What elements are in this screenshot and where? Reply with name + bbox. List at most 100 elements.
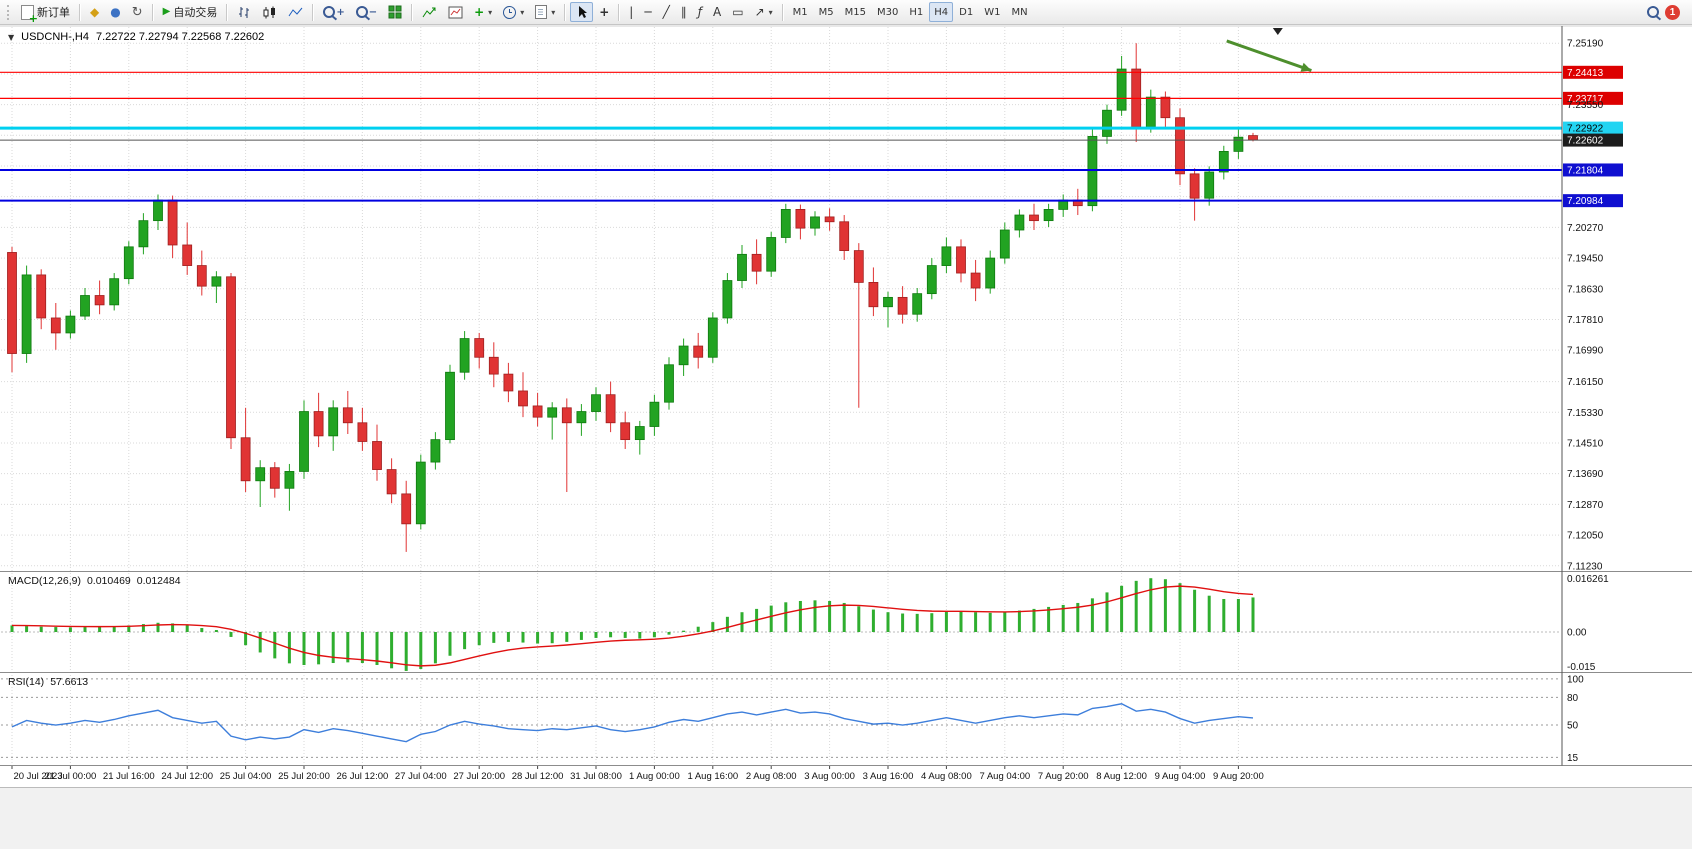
horizontal-line-button[interactable]: ─ xyxy=(639,2,656,22)
navigator-button[interactable]: ● xyxy=(105,2,125,22)
svg-text:21 Jul 00:00: 21 Jul 00:00 xyxy=(45,771,97,782)
svg-text:80: 80 xyxy=(1567,693,1579,704)
svg-text:1 Aug 16:00: 1 Aug 16:00 xyxy=(687,771,738,782)
tf-m15-button[interactable]: M15 xyxy=(840,2,871,22)
channel-icon: ∥ xyxy=(680,5,687,19)
toolbar-separator xyxy=(564,3,567,21)
indicators-icon xyxy=(422,7,436,18)
zoom-out-icon xyxy=(355,6,368,18)
tf-m1-button[interactable]: M1 xyxy=(788,2,813,22)
tf-m30-button[interactable]: M30 xyxy=(872,2,903,22)
svg-text:25 Jul 04:00: 25 Jul 04:00 xyxy=(220,771,272,782)
bar-chart-icon xyxy=(239,6,250,18)
add-indicator-button[interactable]: + ▾ xyxy=(469,2,497,22)
new-order-button[interactable]: 新订单 xyxy=(16,2,75,25)
svg-text:7.19450: 7.19450 xyxy=(1567,254,1604,265)
market-watch-button[interactable]: ◆ xyxy=(85,2,104,22)
zoom-in-icon xyxy=(323,6,336,18)
tf-h1-button[interactable]: H1 xyxy=(904,2,928,22)
notification-badge[interactable]: 1 xyxy=(1665,4,1680,20)
indicators-button[interactable] xyxy=(417,2,442,22)
tile-windows-button[interactable] xyxy=(383,2,407,22)
tf-w1-button[interactable]: W1 xyxy=(979,2,1005,22)
toolbar-separator xyxy=(781,3,784,21)
new-order-icon xyxy=(21,4,38,25)
cursor-icon xyxy=(579,6,588,18)
crosshair-icon: + xyxy=(599,5,610,19)
svg-text:24 Jul 12:00: 24 Jul 12:00 xyxy=(161,771,213,782)
macd-signal-line xyxy=(11,585,1254,667)
cursor-button[interactable] xyxy=(570,2,594,22)
tf-h4-button[interactable]: H4 xyxy=(929,2,954,22)
price-box xyxy=(1563,163,1623,177)
templates-button[interactable]: ▾ xyxy=(530,2,560,22)
svg-text:100: 100 xyxy=(1567,674,1584,685)
svg-text:7.13690: 7.13690 xyxy=(1567,469,1604,480)
svg-text:31 Jul 08:00: 31 Jul 08:00 xyxy=(570,771,622,782)
svg-text:7.11230: 7.11230 xyxy=(1567,561,1603,572)
collapse-icon[interactable]: ▼ xyxy=(8,32,15,42)
svg-text:2 Aug 08:00: 2 Aug 08:00 xyxy=(746,771,797,782)
text-label-button[interactable]: ▭ xyxy=(727,2,748,22)
template-icon xyxy=(535,5,548,19)
clock-icon xyxy=(503,5,517,19)
svg-text:7.14510: 7.14510 xyxy=(1567,438,1604,449)
price-box xyxy=(1563,65,1623,79)
rsi-line xyxy=(11,703,1254,743)
navigator-icon: ● xyxy=(110,5,121,19)
tf-d1-button[interactable]: D1 xyxy=(954,2,978,22)
svg-text:26 Jul 12:00: 26 Jul 12:00 xyxy=(337,771,389,782)
zoom-in-button[interactable]: + xyxy=(318,2,349,22)
arrows-button[interactable]: ↗ ▾ xyxy=(750,2,778,22)
svg-text:-0.015: -0.015 xyxy=(1567,662,1596,673)
refresh-button[interactable]: ↻ xyxy=(127,2,148,22)
fibonacci-button[interactable]: ƒ xyxy=(693,2,707,22)
crosshair-button[interactable]: + xyxy=(594,2,614,22)
chart-window-button[interactable] xyxy=(443,2,468,22)
tf-mn-button[interactable]: MN xyxy=(1006,2,1032,22)
refresh-icon: ↻ xyxy=(131,4,143,20)
plus-sign: + xyxy=(336,6,345,18)
minus-sign: − xyxy=(368,6,378,18)
text-button[interactable]: A xyxy=(708,2,726,22)
bar-chart-button[interactable] xyxy=(232,2,256,22)
chart-shift-marker[interactable] xyxy=(1272,28,1283,35)
svg-text:27 Jul 20:00: 27 Jul 20:00 xyxy=(453,771,505,782)
toolbar-separator xyxy=(151,3,154,21)
svg-text:21 Jul 16:00: 21 Jul 16:00 xyxy=(103,771,155,782)
rsi-value: 57.6613 xyxy=(50,676,89,688)
svg-text:7.20270: 7.20270 xyxy=(1567,223,1604,234)
tf-m5-button[interactable]: M5 xyxy=(814,2,839,22)
macd-value-signal: 0.012484 xyxy=(136,575,181,587)
periods-button[interactable]: ▾ xyxy=(498,2,529,22)
svg-text:7.21804: 7.21804 xyxy=(1567,165,1604,176)
line-chart-button[interactable] xyxy=(283,2,308,22)
fibonacci-icon: ƒ xyxy=(697,5,703,19)
toolbar-grip[interactable] xyxy=(7,4,12,20)
candlestick-chart-button[interactable] xyxy=(257,2,282,22)
toolbar-separator xyxy=(312,3,315,21)
svg-text:7.15330: 7.15330 xyxy=(1567,408,1604,419)
trendline-button[interactable]: ╱ xyxy=(658,2,675,22)
svg-text:9 Aug 04:00: 9 Aug 04:00 xyxy=(1155,771,1206,782)
toolbar-separator xyxy=(618,3,621,21)
svg-text:25 Jul 20:00: 25 Jul 20:00 xyxy=(278,771,330,782)
chevron-down-icon: ▾ xyxy=(768,7,773,17)
toolbar: 新订单 ◆ ● ↻ ▶ 自动交易 + xyxy=(0,0,1692,25)
svg-text:50: 50 xyxy=(1567,721,1579,732)
svg-text:7.20984: 7.20984 xyxy=(1567,196,1604,207)
macd-histogram xyxy=(10,578,1255,671)
tile-windows-icon xyxy=(388,5,402,19)
autotrading-button[interactable]: ▶ 自动交易 xyxy=(158,2,223,22)
zoom-out-button[interactable]: − xyxy=(351,2,382,22)
horizontal-line-icon: ─ xyxy=(644,5,652,19)
price-box xyxy=(1563,133,1623,147)
equidistant-channel-button[interactable]: ∥ xyxy=(676,2,692,22)
vertical-line-button[interactable]: | xyxy=(624,2,638,22)
search-button[interactable] xyxy=(1642,2,1664,22)
svg-text:3 Aug 16:00: 3 Aug 16:00 xyxy=(863,771,914,782)
macd-label: MACD(12,26,9) xyxy=(8,575,81,587)
arrow-annotation[interactable] xyxy=(1226,39,1312,72)
